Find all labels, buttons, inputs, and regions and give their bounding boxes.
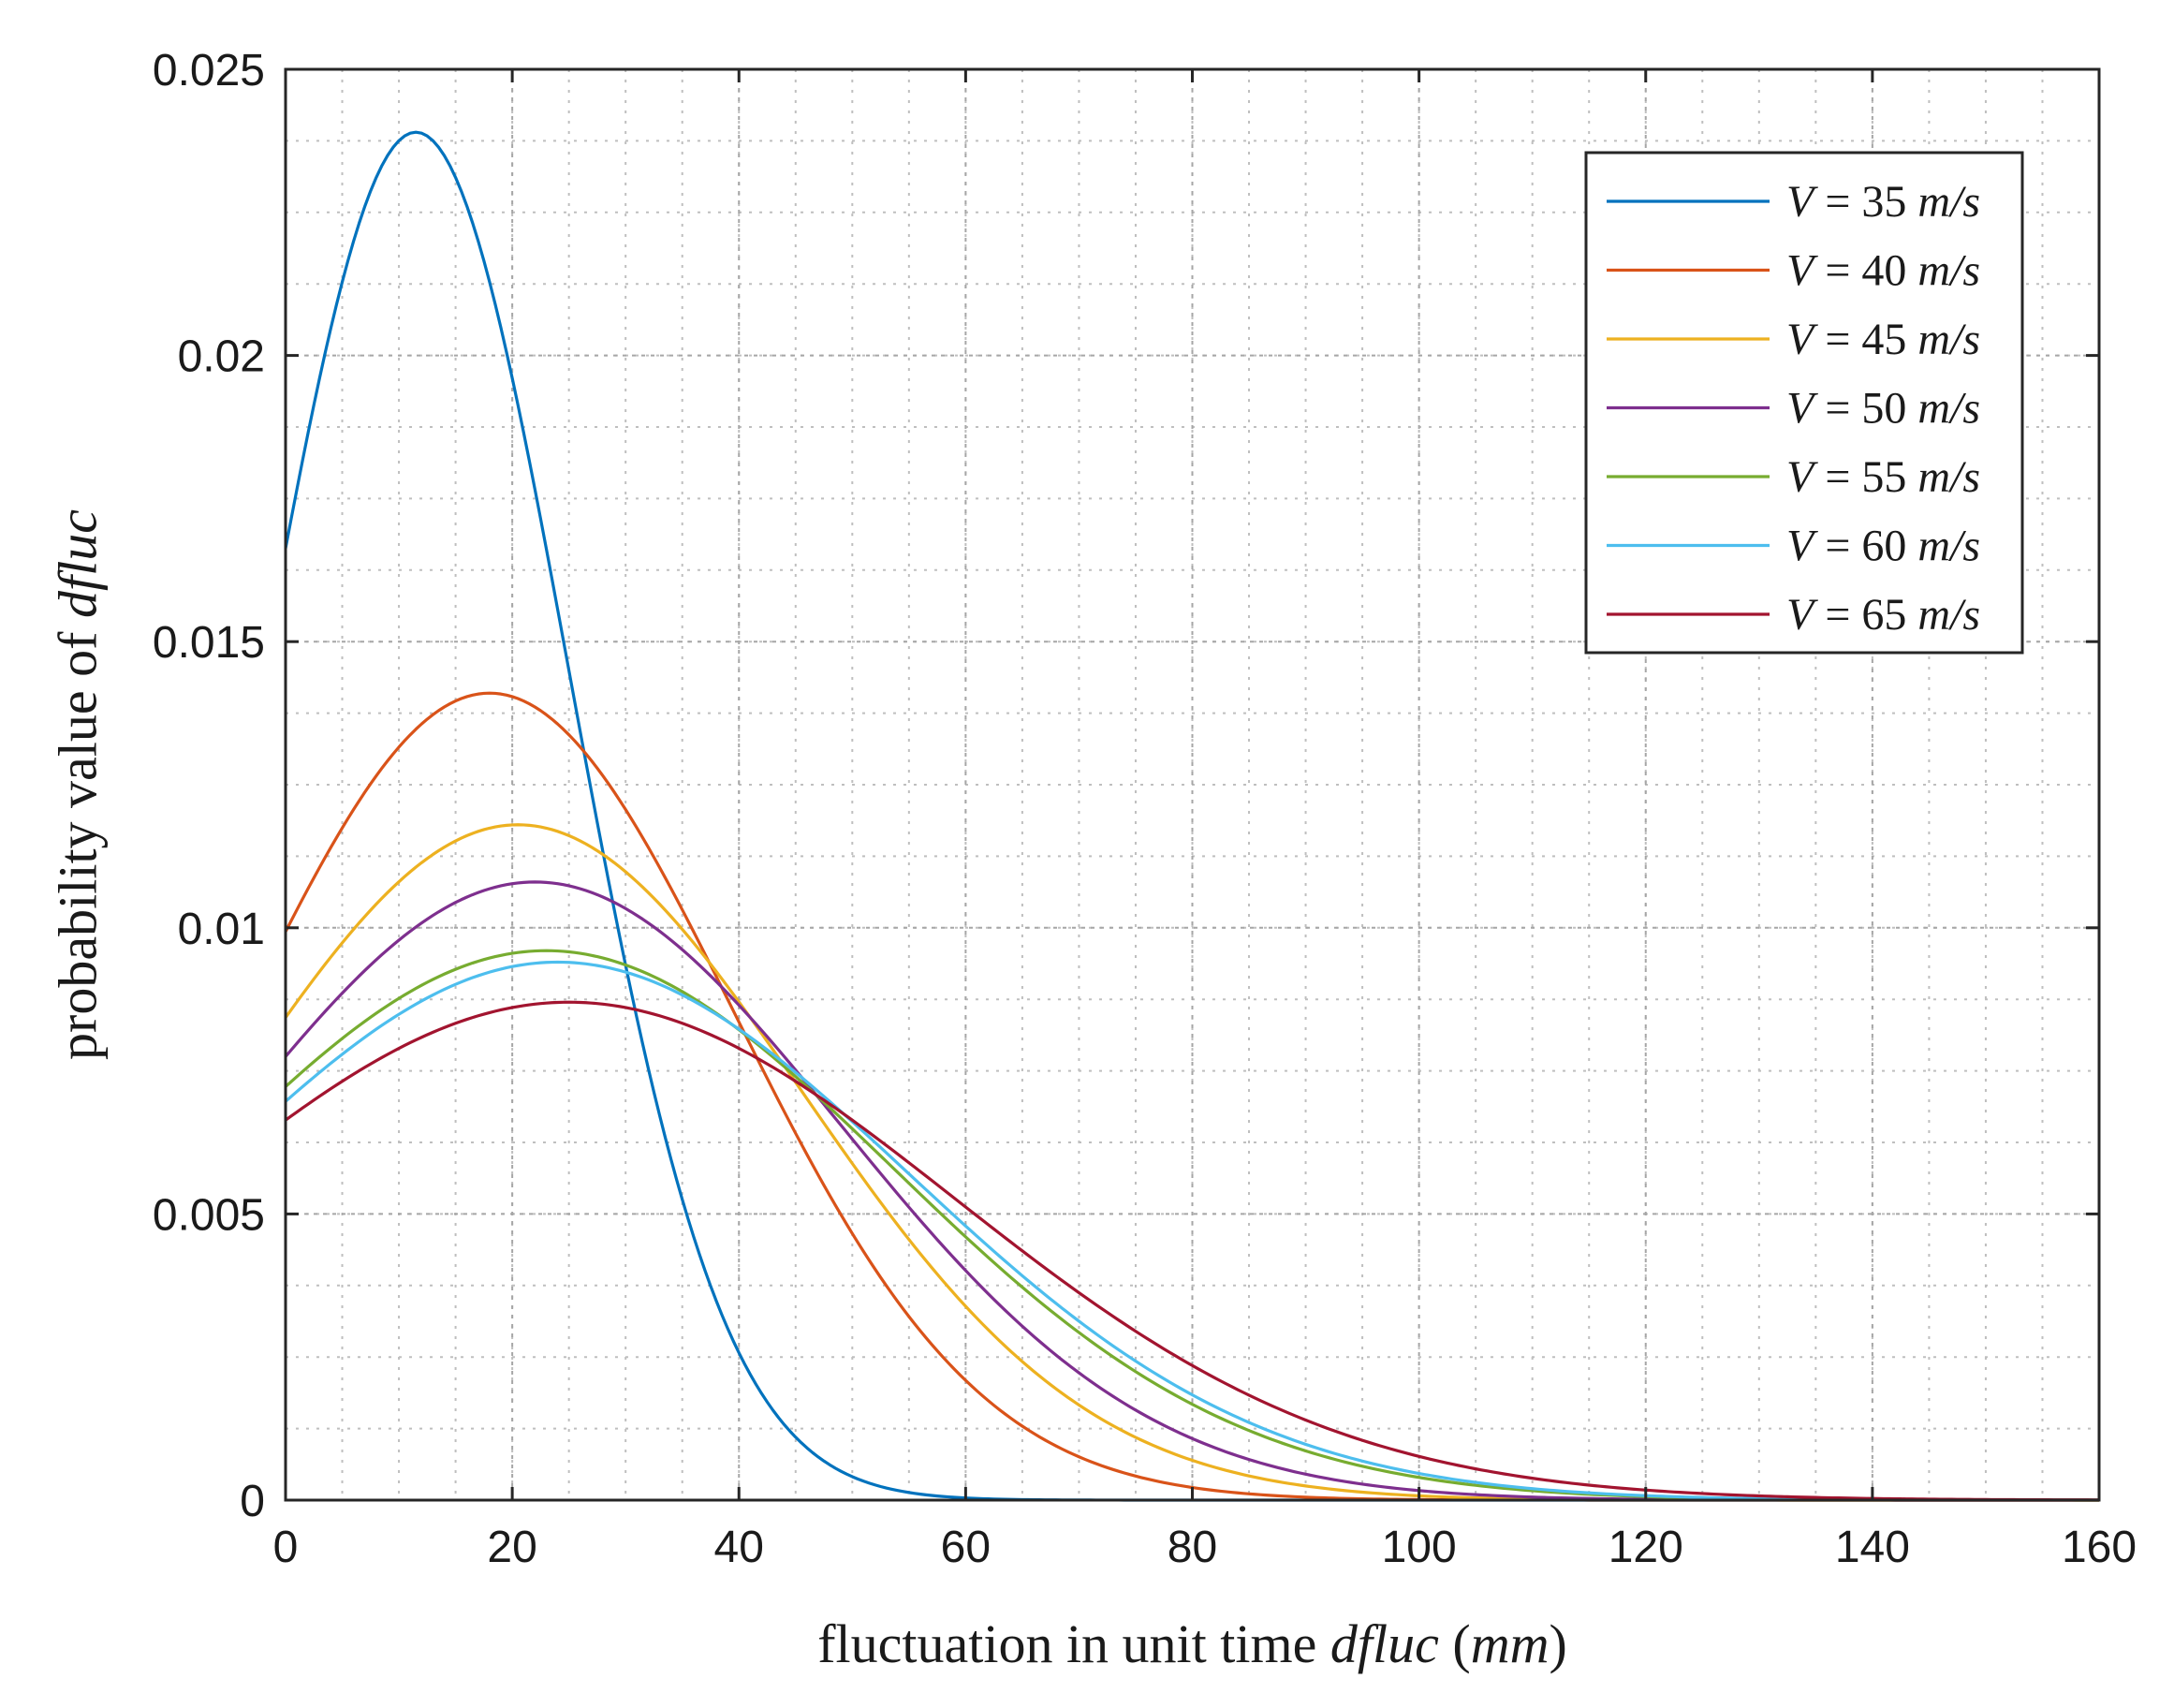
legend-value: = 40 bbox=[1814, 246, 1917, 296]
legend-var: V bbox=[1786, 522, 1818, 571]
legend-label-7: V = 65 m/s bbox=[1786, 590, 1980, 640]
legend-unit: m/s bbox=[1917, 452, 1980, 502]
legend-var: V bbox=[1786, 315, 1818, 364]
x-tick-label: 120 bbox=[1608, 1523, 1683, 1572]
legend-value: = 55 bbox=[1814, 452, 1917, 502]
axis-title-part: mm bbox=[1471, 1613, 1550, 1674]
axis-title-part: fluctuation in unit time bbox=[817, 1613, 1330, 1674]
axis-title-part: probability value of bbox=[47, 618, 108, 1060]
y-tick-label: 0.025 bbox=[153, 46, 265, 96]
legend-var: V bbox=[1786, 452, 1818, 502]
legend-label-3: V = 45 m/s bbox=[1786, 315, 1980, 364]
x-tick-label: 160 bbox=[2062, 1523, 2137, 1572]
legend-var: V bbox=[1786, 246, 1818, 296]
axis-ticks: 0 20 40 60 80 100 120 140 160 0 0.005 0.01 0.015 0.02… bbox=[153, 46, 2137, 1572]
axis-title-part: dfluc bbox=[1330, 1613, 1439, 1674]
legend-var: V bbox=[1786, 590, 1818, 640]
legend-value: = 50 bbox=[1814, 384, 1917, 434]
legend-var: V bbox=[1786, 384, 1818, 434]
x-axis-title-group: fluctuation in unit time dfluc (mm) bbox=[817, 1613, 1567, 1674]
legend-var: V bbox=[1786, 177, 1818, 227]
y-tick-label: 0.015 bbox=[153, 618, 265, 668]
series-line-7 bbox=[285, 1000, 2100, 1502]
legend-label-5: V = 55 m/s bbox=[1786, 452, 1980, 502]
legend: V = 35 m/sV = 40 m/sV = 45 m/sV = 50 m/s… bbox=[1584, 151, 2024, 655]
legend-unit: m/s bbox=[1917, 177, 1980, 227]
x-tick-label: 140 bbox=[1835, 1523, 1910, 1572]
x-tick-label: 20 bbox=[487, 1523, 536, 1572]
x-tick-label: 40 bbox=[714, 1523, 764, 1572]
x-tick-label: 0 bbox=[273, 1523, 299, 1572]
legend-label-1: V = 35 m/s bbox=[1786, 177, 1980, 227]
x-tick-label: 60 bbox=[941, 1523, 991, 1572]
legend-unit: m/s bbox=[1917, 246, 1980, 296]
y-tick-label: 0.005 bbox=[153, 1190, 265, 1240]
legend-value: = 45 bbox=[1814, 315, 1917, 364]
legend-unit: m/s bbox=[1917, 315, 1980, 364]
x-tick-label: 80 bbox=[1168, 1523, 1217, 1572]
y-axis-title: probability value of dfluc bbox=[47, 509, 108, 1060]
axis-title-part: dfluc bbox=[47, 509, 108, 618]
y-tick-label: 0.02 bbox=[178, 332, 265, 382]
legend-label-6: V = 60 m/s bbox=[1786, 522, 1980, 571]
legend-unit: m/s bbox=[1917, 384, 1980, 434]
legend-value: = 60 bbox=[1814, 522, 1917, 571]
y-tick-label: 0 bbox=[240, 1477, 265, 1526]
legend-box bbox=[1584, 151, 2024, 655]
legend-value: = 65 bbox=[1814, 590, 1917, 640]
axis-title-part: ( bbox=[1439, 1613, 1471, 1674]
legend-value: = 35 bbox=[1814, 177, 1917, 227]
legend-label-2: V = 40 m/s bbox=[1786, 246, 1980, 296]
x-tick-label: 100 bbox=[1382, 1523, 1457, 1572]
legend-unit: m/s bbox=[1917, 522, 1980, 571]
axis-title-part: ) bbox=[1549, 1613, 1566, 1674]
y-axis-title-group: probability value of dfluc bbox=[47, 509, 108, 1060]
x-axis-title: fluctuation in unit time dfluc (mm) bbox=[817, 1613, 1567, 1674]
y-tick-label: 0.01 bbox=[178, 905, 265, 954]
legend-unit: m/s bbox=[1917, 590, 1980, 640]
legend-label-4: V = 50 m/s bbox=[1786, 384, 1980, 434]
